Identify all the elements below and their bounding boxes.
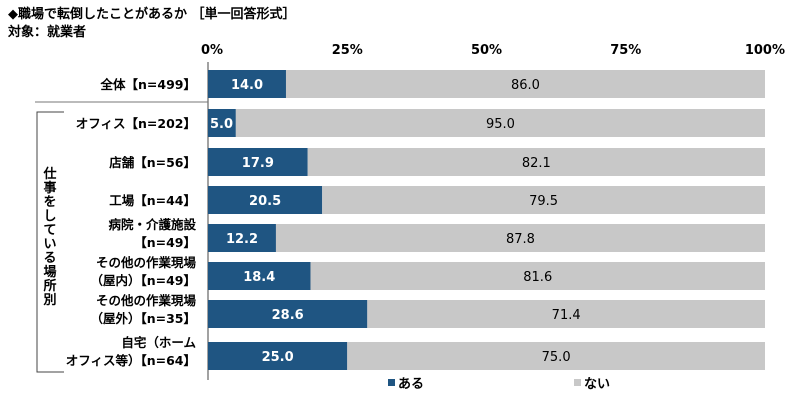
bar-segment-nai [235, 109, 766, 137]
bar-segment-aru [208, 186, 323, 214]
bar-segment-aru [208, 342, 348, 370]
category-label: （屋内）【n=49】 [90, 273, 196, 288]
data-label-aru: 5.0 [210, 117, 233, 132]
bar-segment-nai [307, 148, 765, 176]
group-label-char: い [43, 237, 56, 252]
category-label: その他の作業現場 [96, 255, 197, 270]
legend-label: ない [584, 377, 610, 392]
category-label: オフィス等）【n=64】 [66, 353, 196, 368]
legend-swatch [388, 379, 395, 386]
data-label-aru: 18.4 [243, 270, 275, 285]
bar-segment-nai [347, 342, 765, 370]
group-label-char: 別 [42, 293, 56, 308]
category-label: オフィス【n=202】 [76, 116, 196, 131]
data-label-nai: 75.0 [542, 350, 571, 365]
group-label-char: 仕 [42, 166, 56, 182]
data-label-nai: 81.6 [523, 270, 552, 285]
legend-swatch [574, 379, 581, 386]
x-tick-label: 75% [610, 43, 641, 58]
data-label-nai: 82.1 [522, 156, 551, 171]
bar-segment-aru [208, 262, 311, 290]
bar-segment-aru [208, 109, 236, 137]
data-label-aru: 17.9 [242, 156, 274, 171]
data-label-aru: 28.6 [272, 308, 304, 323]
data-label-nai: 79.5 [529, 194, 558, 209]
data-label-aru: 14.0 [231, 78, 263, 93]
category-label: 病院・介護施設 [108, 217, 196, 232]
bar-segment-nai [322, 186, 765, 214]
legend-label: ある [398, 377, 424, 392]
bar-segment-nai [285, 70, 765, 98]
bar-segment-aru [208, 300, 368, 328]
data-label-aru: 20.5 [249, 194, 281, 209]
category-label: 全体【n=499】 [100, 77, 196, 92]
chart-title: ◆職場で転倒したことがあるか ［単一回答形式］ [8, 7, 296, 22]
bar-segment-nai [275, 224, 765, 252]
group-label-char: し [43, 209, 56, 224]
group-label-char: て [43, 223, 56, 238]
group-label-char: を [43, 195, 56, 210]
chart-subtitle: 対象：就業者 [8, 25, 87, 40]
x-tick-label: 0% [201, 43, 223, 58]
group-label-char: 所 [43, 278, 56, 294]
group-label-char: 事 [43, 180, 56, 196]
bar-segment-nai [310, 262, 765, 290]
x-tick-label: 50% [471, 43, 502, 58]
data-label-nai: 71.4 [552, 308, 581, 323]
data-label-aru: 12.2 [226, 232, 258, 247]
bar-segment-aru [208, 70, 286, 98]
group-label-char: 場 [43, 264, 56, 280]
data-label-nai: 95.0 [486, 117, 515, 132]
data-label-nai: 86.0 [511, 78, 540, 93]
x-tick-label: 100% [745, 43, 785, 58]
category-label: 【n=49】 [134, 235, 196, 250]
category-label: その他の作業現場 [96, 293, 197, 308]
bar-segment-aru [208, 224, 276, 252]
category-label: 店舗【n=56】 [109, 155, 196, 170]
group-bracket [36, 111, 64, 373]
category-label: （屋外）【n=35】 [90, 311, 196, 326]
group-label-char: る [43, 251, 56, 266]
category-label: 工場【n=44】 [109, 193, 196, 208]
data-label-aru: 25.0 [262, 350, 294, 365]
bar-segment-nai [367, 300, 765, 328]
bar-segment-aru [208, 148, 308, 176]
data-label-nai: 87.8 [506, 232, 535, 247]
x-tick-label: 25% [332, 43, 363, 58]
category-label: 自宅（ホーム [121, 335, 196, 350]
